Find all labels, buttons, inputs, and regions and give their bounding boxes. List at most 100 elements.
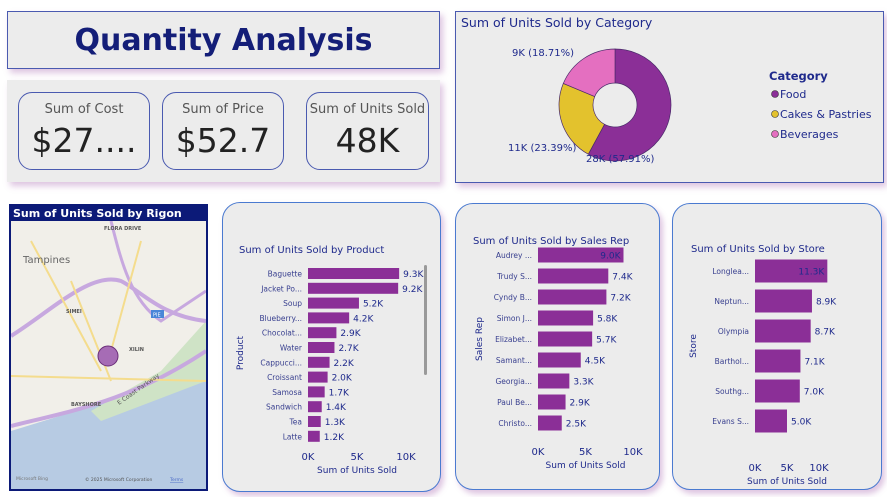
bar <box>308 297 359 309</box>
kpi-value: $52.7 <box>175 121 271 160</box>
map-terms-link[interactable]: Terms <box>169 477 184 483</box>
map-canvas[interactable]: Tampines FLORA DRIVE SIMEI XILIN BAYSHOR… <box>11 221 206 489</box>
bar <box>755 409 787 433</box>
x-tick-label: 10K <box>623 447 643 458</box>
map-bubble[interactable] <box>97 345 119 367</box>
data-label: 5.0K <box>791 418 812 428</box>
data-label: 7.1K <box>804 358 825 368</box>
bing-logo: Microsoft Bing <box>16 476 48 482</box>
sales-rep-bar-chart: Sum of Units Sold by Sales Rep Audrey ...… <box>473 236 643 471</box>
bar <box>308 356 330 368</box>
map-visual[interactable]: Sum of Units Sold by Rigon Tampines FLOR… <box>9 204 208 491</box>
kpi-label: Sum of Units Sold <box>309 102 426 117</box>
x-tick-label: 0K <box>749 463 762 474</box>
map-place-label: PIE <box>153 313 161 319</box>
kpi-card-cost: Sum of Cost $27.... <box>18 92 150 170</box>
data-label: 8.9K <box>816 298 837 308</box>
store-bar-chart: Sum of Units Sold by Store Longlea... 11.3… <box>689 244 837 487</box>
y-axis-title: Store <box>689 334 699 358</box>
data-label: 9.2K <box>402 285 423 295</box>
map-place-label: Tampines <box>22 255 70 266</box>
bar <box>308 268 400 279</box>
data-label: 7.4K <box>612 273 633 283</box>
y-axis-title: Product <box>236 335 246 370</box>
x-axis-title: Sum of Units Sold <box>747 477 827 487</box>
kpi-value: $27.... <box>31 121 137 160</box>
data-label: 2.9K <box>340 329 361 339</box>
category-label: Christo... <box>498 419 532 428</box>
bar <box>538 331 593 347</box>
map-copyright: © 2025 Microsoft Corporation <box>85 476 152 483</box>
category-label: Longlea... <box>712 267 749 276</box>
bar <box>538 394 566 410</box>
x-tick-label: 10K <box>809 463 829 474</box>
donut-slice-2 <box>562 48 616 97</box>
bar <box>538 352 581 368</box>
category-label: Sandwich <box>266 403 302 412</box>
category-label: Chocolat... <box>262 329 302 338</box>
donut-slice-1 <box>558 82 605 155</box>
category-label: Baguette <box>268 270 303 279</box>
data-label: 4.5K <box>585 357 606 367</box>
data-label: 3.3K <box>573 378 594 388</box>
bar <box>308 327 337 339</box>
data-label: 11.3K <box>798 268 825 278</box>
sales-rep-chart-card: Sum of Units Sold by Sales Rep Audrey ...… <box>455 203 660 490</box>
store-chart-card: Sum of Units Sold by Store Longlea... 11.3… <box>672 203 882 490</box>
data-label: 1.4K <box>326 403 347 413</box>
legend-marker-icon <box>771 90 779 98</box>
bar <box>538 247 624 263</box>
bar <box>308 416 321 427</box>
map-place-label: FLORA DRIVE <box>104 226 142 232</box>
data-label: 9.3K <box>403 270 424 280</box>
map-place-label: SIMEI <box>66 309 82 315</box>
bar <box>538 415 562 431</box>
bar <box>755 379 800 403</box>
y-axis-title: Sales Rep <box>475 317 485 361</box>
category-label: Audrey ... <box>496 251 532 260</box>
product-bar-chart: Sum of Units Sold by Product Baguette 9.3K… <box>236 245 427 476</box>
x-tick-label: 5K <box>781 463 794 474</box>
page-title: Quantity Analysis <box>7 11 440 69</box>
scrollbar[interactable] <box>424 265 427 375</box>
data-label: 2.0K <box>332 374 353 384</box>
bar <box>755 349 801 373</box>
chart-title: Sum of Units Sold by Product <box>239 245 384 256</box>
category-label: Barthol... <box>715 357 749 366</box>
category-label: Neptun... <box>714 297 749 306</box>
bar <box>538 310 594 326</box>
bar <box>538 373 570 389</box>
donut-data-label: 9K (18.71%) <box>512 48 574 59</box>
bar <box>308 386 325 398</box>
category-label: Soup <box>283 299 302 308</box>
chart-title: Sum of Units Sold by Category <box>461 15 653 30</box>
category-label: Jacket Po... <box>260 284 302 293</box>
data-label: 2.2K <box>334 359 355 369</box>
data-label: 2.5K <box>566 420 587 430</box>
category-label: Southg... <box>715 387 749 396</box>
data-label: 1.3K <box>325 418 346 428</box>
product-chart-card: Sum of Units Sold by Product Baguette 9.3K… <box>222 202 441 492</box>
data-label: 5.7K <box>596 336 617 346</box>
legend-item: Food <box>780 88 806 101</box>
bar <box>308 430 320 442</box>
bar <box>755 319 811 343</box>
data-label: 1.7K <box>329 388 350 398</box>
map-title: Sum of Units Sold by Rigon <box>13 207 182 220</box>
data-label: 9.0K <box>600 252 621 262</box>
bar <box>308 342 335 353</box>
category-label: Blueberry... <box>259 314 302 323</box>
category-label: Cappucci... <box>260 358 302 367</box>
data-label: 5.2K <box>363 300 384 310</box>
legend-title: Category <box>769 69 828 83</box>
map-place-label: BAYSHORE <box>71 402 102 408</box>
donut-chart: 28K (57.91%) Food 11K (23.39%) Cakes & Past… <box>508 48 872 165</box>
category-label: Latte <box>283 432 303 441</box>
legend-marker-icon <box>771 130 779 138</box>
legend-marker-icon <box>771 110 779 118</box>
x-tick-label: 0K <box>302 452 315 463</box>
category-label: Samant... <box>496 356 532 365</box>
map-place-label: XILIN <box>129 347 144 353</box>
legend-item: Cakes & Pastries <box>780 108 872 121</box>
x-tick-label: 5K <box>579 447 592 458</box>
